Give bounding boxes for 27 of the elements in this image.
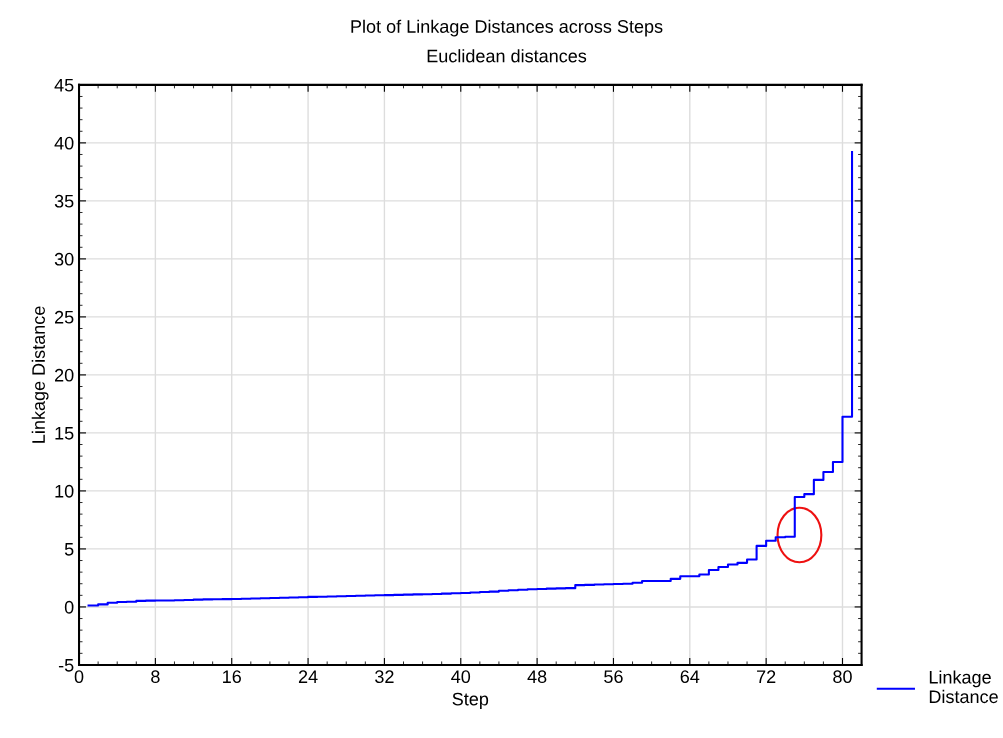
- x-tick-label: 8: [151, 670, 160, 684]
- y-axis-title: Linkage Distance: [31, 306, 49, 443]
- y-tick-label: 45: [54, 78, 74, 92]
- x-axis-title: Step: [452, 692, 489, 710]
- x-tick-label: 16: [223, 670, 241, 684]
- x-tick-label: 80: [833, 670, 852, 684]
- x-tick-label: 0: [74, 670, 84, 684]
- y-tick-label: 40: [54, 136, 74, 150]
- chart-subtitle: Euclidean distances: [427, 49, 587, 63]
- x-tick-label: 56: [604, 670, 623, 684]
- x-tick-label: 72: [757, 670, 776, 683]
- x-tick-label: 32: [375, 670, 394, 684]
- y-tick-label: -5: [58, 659, 74, 672]
- x-tick-label: 64: [680, 670, 700, 684]
- x-tick-label: 48: [527, 670, 547, 684]
- y-tick-label: 35: [54, 194, 74, 208]
- y-tick-label: 20: [55, 368, 74, 382]
- y-tick-label: 25: [55, 310, 74, 324]
- chart-title: Plot of Linkage Distances across Steps: [351, 19, 663, 37]
- y-tick-label: 5: [64, 543, 74, 556]
- y-tick-label: 15: [55, 427, 74, 440]
- y-tick-label: 10: [55, 484, 74, 498]
- x-tick-label: 40: [451, 670, 471, 684]
- y-tick-label: 0: [64, 600, 74, 614]
- x-tick-label: 24: [298, 670, 318, 683]
- legend-label: Linkage Distance: [929, 670, 998, 704]
- y-tick-label: 30: [54, 252, 74, 266]
